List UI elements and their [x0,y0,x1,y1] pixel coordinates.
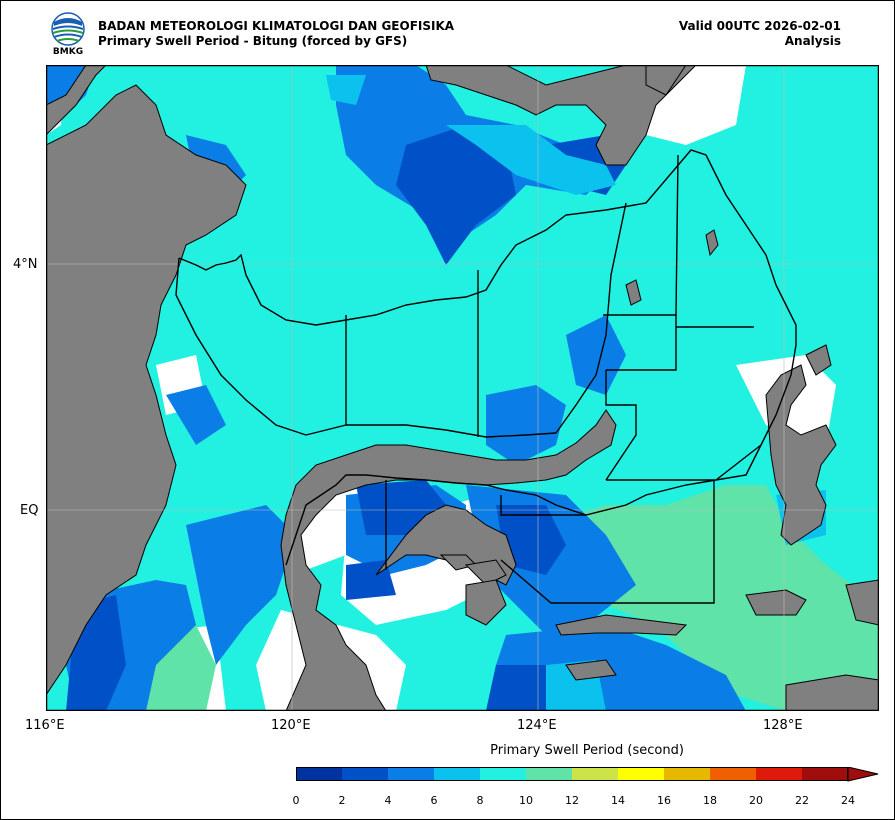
swell-4s-region [186,505,296,665]
bmkg-logo: BMKG [51,12,85,56]
map-subtitle: Primary Swell Period - Bitung (forced by… [98,34,408,48]
colorbar-segment [526,767,572,781]
colorbar-extend-arrow [847,767,879,782]
land-borneo [46,65,107,136]
colorbar-tick-label: 22 [795,794,809,807]
colorbar-tick-label: 8 [476,794,484,807]
colorbar-segment [710,767,756,781]
land-island [465,579,507,626]
header-right: Valid 00UTC 2026-02-01 Analysis [679,19,841,49]
colorbar-border [296,767,848,781]
land-buru [845,579,879,626]
colorbar-segment [572,767,618,781]
marine-zone-boundaries [175,149,797,604]
swell-4s-region [166,385,226,445]
colorbar-tick-label: 4 [384,794,392,807]
land-island [565,659,617,681]
swell-2s-region [396,125,516,265]
land-borneo [46,84,247,696]
agency-name: BADAN METEOROLOGI KLIMATOLOGI DAN GEOFIS… [98,19,455,33]
map-border [46,65,879,711]
colorbar-tick-label: 18 [703,794,717,807]
logo-text: BMKG [53,47,83,56]
swell-4s-region [486,385,566,465]
land-sulawesi [280,409,617,711]
swell-2s-region [486,665,556,711]
colorbar-tick-label: 24 [841,794,855,807]
lon-label-128: 128°E [763,718,803,733]
analysis-label: Analysis [784,34,841,48]
lon-label-120: 120°E [271,718,311,733]
lat-label-4n: 4°N [13,257,38,272]
land-masses [46,65,879,711]
land-sula [464,559,507,586]
colorbar-tick-label: 2 [338,794,346,807]
lon-label-116: 116°E [25,718,65,733]
lon-label-124: 124°E [517,718,557,733]
colorbar-segment [802,767,848,781]
colorbar-segment [434,767,480,781]
colorbar-tick-label: 16 [657,794,671,807]
colorbar-segment [388,767,434,781]
colorbar-segment [480,767,526,781]
swell-4s-region [566,315,626,395]
gridlines [46,65,879,711]
land-mindanao [645,65,687,96]
land-sula [745,589,807,616]
colorbar-tick-label: 12 [565,794,579,807]
colorbar-title: Primary Swell Period (second) [490,743,684,758]
colorbar-tick-label: 14 [611,794,625,807]
swell-6s-region [326,75,366,105]
land-mindanao [425,65,697,166]
colorbar-tick-label: 6 [430,794,438,807]
colorbar-segment [756,767,802,781]
lat-label-eq: EQ [20,503,39,518]
swell-6s-region [446,125,616,195]
land-seram [785,674,879,711]
swell-period-map [46,65,879,711]
land-halmahera [805,344,832,376]
colorbar-segment [296,767,342,781]
header-left: BADAN METEOROLOGI KLIMATOLOGI DAN GEOFIS… [98,19,454,49]
colorbar [296,767,879,782]
colorbar-segment [664,767,710,781]
colorbar-tick-label: 10 [519,794,533,807]
land-sula [555,614,688,636]
colorbar-segment [618,767,664,781]
colorbar-tick-label: 20 [749,794,763,807]
valid-time: Valid 00UTC 2026-02-01 [678,19,841,33]
colorbar-segment [342,767,388,781]
colorbar-tick-label: 0 [292,794,300,807]
land-sangihe [625,279,642,306]
land-sangihe [705,229,719,257]
